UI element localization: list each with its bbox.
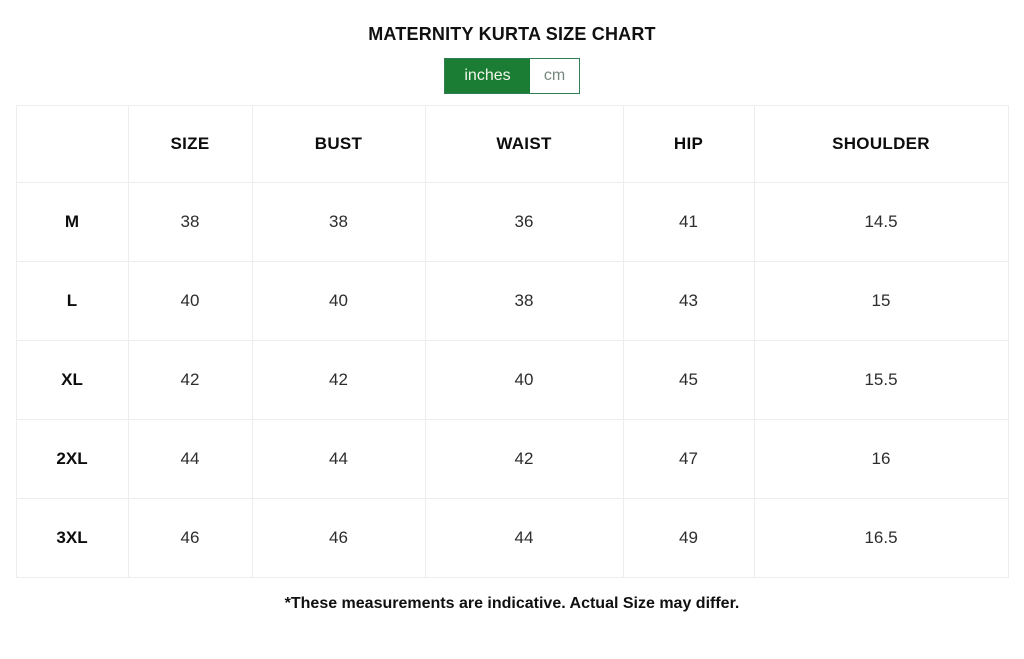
- table-row-xl: XL 42 42 40 45 15.5: [15, 340, 1009, 420]
- cell-m-size: 38: [127, 182, 253, 262]
- cell-3xl-size: 46: [127, 498, 253, 578]
- cell-2xl-shoulder: 16: [753, 419, 1009, 499]
- cell-l-size: 40: [127, 261, 253, 341]
- header-cell-empty: [15, 105, 129, 183]
- header-cell-bust: BUST: [251, 105, 426, 183]
- cell-l-shoulder: 15: [753, 261, 1009, 341]
- unit-toggle-inches-button[interactable]: inches: [445, 59, 530, 93]
- row-label-m: M: [15, 182, 129, 262]
- cell-l-waist: 38: [424, 261, 624, 341]
- cell-3xl-hip: 49: [622, 498, 755, 578]
- cell-3xl-waist: 44: [424, 498, 624, 578]
- page-title: MATERNITY KURTA SIZE CHART: [368, 24, 656, 44]
- cell-l-hip: 43: [622, 261, 755, 341]
- unit-toggle-container: inches cm: [0, 58, 1024, 94]
- size-chart-page: MATERNITY KURTA SIZE CHART inches cm SIZ…: [0, 24, 1024, 659]
- cell-xl-bust: 42: [251, 340, 426, 420]
- footnote: *These measurements are indicative. Actu…: [284, 595, 740, 612]
- table-row-m: M 38 38 36 41 14.5: [15, 182, 1009, 262]
- table-row-3xl: 3XL 46 46 44 49 16.5: [15, 498, 1009, 578]
- cell-2xl-waist: 42: [424, 419, 624, 499]
- cell-m-bust: 38: [251, 182, 426, 262]
- size-chart-table: SIZE BUST WAIST HIP SHOULDER M 38 38 36 …: [15, 105, 1009, 578]
- cell-2xl-hip: 47: [622, 419, 755, 499]
- unit-toggle-cm-button[interactable]: cm: [530, 59, 579, 93]
- cell-xl-shoulder: 15.5: [753, 340, 1009, 420]
- cell-m-waist: 36: [424, 182, 624, 262]
- table-header-row: SIZE BUST WAIST HIP SHOULDER: [15, 105, 1009, 183]
- cell-m-hip: 41: [622, 182, 755, 262]
- row-label-xl: XL: [15, 340, 129, 420]
- unit-toggle: inches cm: [444, 58, 580, 94]
- header-cell-hip: HIP: [622, 105, 755, 183]
- cell-xl-size: 42: [127, 340, 253, 420]
- cell-l-bust: 40: [251, 261, 426, 341]
- row-label-l: L: [15, 261, 129, 341]
- row-label-3xl: 3XL: [15, 498, 129, 578]
- cell-xl-hip: 45: [622, 340, 755, 420]
- cell-xl-waist: 40: [424, 340, 624, 420]
- header-cell-shoulder: SHOULDER: [753, 105, 1009, 183]
- table-row-l: L 40 40 38 43 15: [15, 261, 1009, 341]
- cell-2xl-size: 44: [127, 419, 253, 499]
- cell-m-shoulder: 14.5: [753, 182, 1009, 262]
- header-cell-waist: WAIST: [424, 105, 624, 183]
- cell-3xl-bust: 46: [251, 498, 426, 578]
- cell-3xl-shoulder: 16.5: [753, 498, 1009, 578]
- table-row-2xl: 2XL 44 44 42 47 16: [15, 419, 1009, 499]
- header-cell-size: SIZE: [127, 105, 253, 183]
- cell-2xl-bust: 44: [251, 419, 426, 499]
- row-label-2xl: 2XL: [15, 419, 129, 499]
